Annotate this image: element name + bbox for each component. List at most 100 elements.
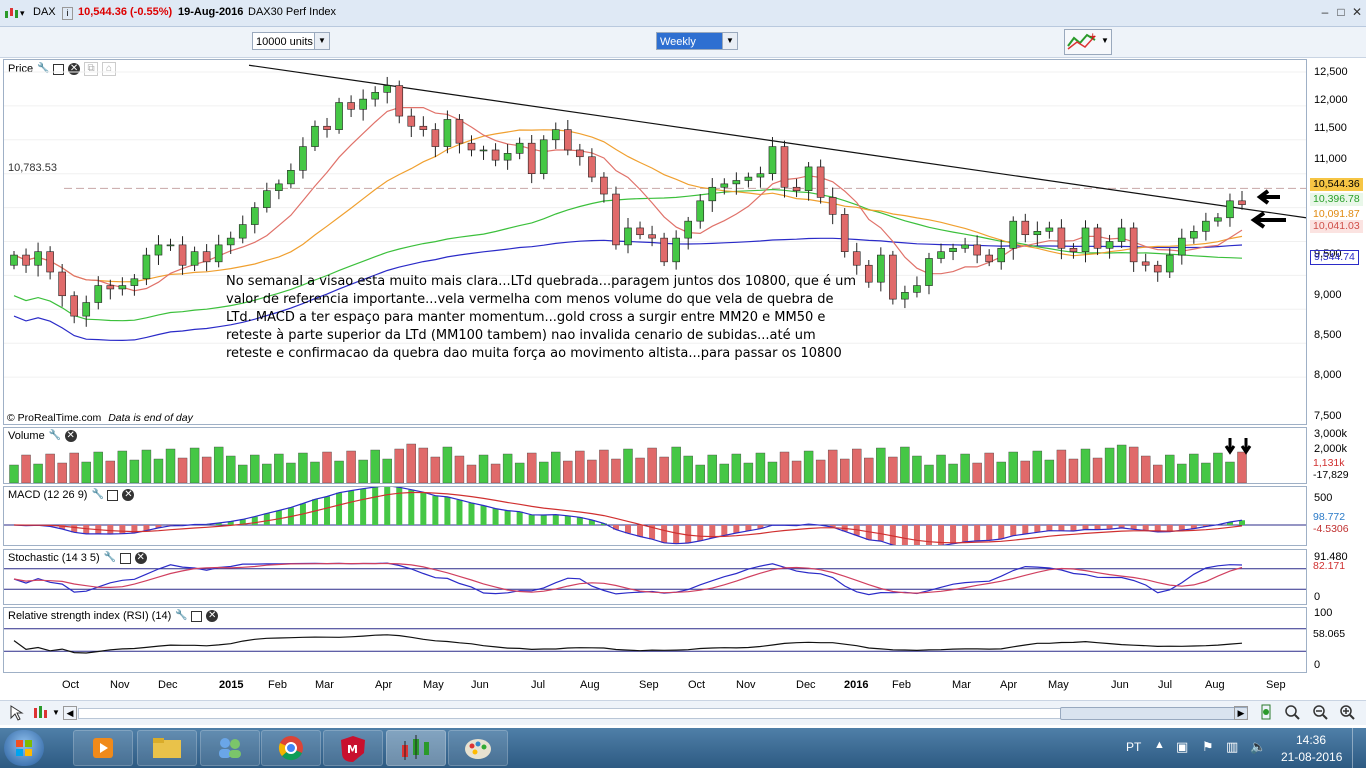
mcafee-taskbar-button[interactable]: M — [323, 730, 383, 766]
chevron-down-icon[interactable]: ▼ — [52, 708, 60, 717]
wrench-icon[interactable]: 🔧 — [49, 430, 61, 442]
candle-body — [167, 245, 174, 246]
volume-bar — [997, 462, 1006, 483]
clock-time[interactable]: 14:36 — [1296, 733, 1326, 747]
volume-bar — [455, 456, 464, 483]
candle-body — [95, 286, 102, 303]
macd-histogram-bar — [312, 499, 318, 525]
volume-bar — [142, 450, 151, 483]
candle-body — [709, 187, 716, 201]
network-icon[interactable]: ▥ — [1226, 739, 1238, 755]
volume-bar — [431, 457, 440, 483]
y-tick: 8,000 — [1314, 369, 1342, 381]
annotation-line: reteste à parte superior da LTd (MM100 t… — [226, 327, 886, 345]
prorealtime-taskbar-button[interactable] — [386, 730, 446, 766]
volume-bar — [359, 460, 368, 483]
volume-bar — [238, 465, 247, 483]
cursor-icon[interactable] — [8, 704, 26, 725]
x-tick-label: Feb — [268, 679, 287, 691]
candle-body — [299, 147, 306, 171]
candle-body — [155, 245, 162, 255]
candle-body — [1226, 201, 1233, 218]
clock-date[interactable]: 21-08-2016 — [1281, 750, 1342, 764]
zoom-area-icon[interactable] — [1283, 703, 1301, 724]
x-tick-label: 2015 — [219, 679, 243, 691]
macd-histogram-bar — [348, 491, 354, 525]
scroll-right-button[interactable]: ▶ — [1234, 706, 1248, 720]
stochastic-panel-header: Stochastic (14 3 5) 🔧 ✕ — [8, 552, 147, 564]
zoom-in-icon[interactable] — [1338, 703, 1356, 724]
flag-icon[interactable]: ⚑ — [1202, 739, 1214, 755]
close-icon[interactable]: ✕ — [206, 610, 218, 622]
close-icon[interactable]: ✕ — [122, 489, 134, 501]
candle-body — [1070, 248, 1077, 251]
zoom-all-icon[interactable] — [1257, 703, 1275, 724]
scroll-track[interactable] — [78, 708, 1232, 719]
units-select[interactable]: 10000 units ▼ — [252, 32, 330, 50]
candle-body — [913, 286, 920, 293]
minimize-button[interactable]: – — [1318, 5, 1332, 19]
volume-icon[interactable]: 🔈 — [1250, 739, 1266, 755]
candle-body — [781, 147, 788, 188]
window-icon[interactable] — [107, 490, 118, 501]
scroll-thumb[interactable] — [1060, 707, 1248, 720]
macd-histogram-bar — [1046, 525, 1052, 531]
zoom-out-icon[interactable] — [1311, 703, 1329, 724]
contacts-taskbar-button[interactable] — [200, 730, 260, 766]
indicators-icon: + — [1065, 30, 1099, 52]
candle-body — [998, 248, 1005, 262]
macd-histogram-bar — [950, 525, 956, 544]
candle-body — [673, 238, 680, 262]
x-tick-label: May — [1048, 679, 1069, 691]
volume-bar — [250, 455, 259, 483]
wrench-icon[interactable]: 🔧 — [175, 610, 187, 622]
close-button[interactable]: ✕ — [1350, 5, 1364, 19]
indicators-button[interactable]: + ▼ — [1064, 29, 1112, 55]
start-button[interactable] — [4, 730, 44, 766]
window-icon[interactable] — [191, 611, 202, 622]
chart-toolbar: 10000 units ▼ Weekly ▼ + ▼ — [0, 27, 1366, 58]
draw-tools-icon[interactable] — [32, 704, 50, 725]
wrench-icon[interactable]: 🔧 — [104, 552, 116, 564]
info-icon[interactable]: i — [62, 7, 73, 20]
show-desktop-button[interactable] — [1352, 728, 1366, 768]
candle-body — [215, 245, 222, 262]
volume-bar — [684, 456, 693, 483]
candle-body — [420, 126, 427, 129]
macd-histogram-bar — [324, 497, 330, 525]
macd-histogram-bar — [986, 525, 992, 540]
chrome-taskbar-button[interactable] — [261, 730, 321, 766]
media-player-taskbar-button[interactable] — [73, 730, 133, 766]
taskbar: M PT ▲ ▣ ⚑ ▥ 🔈 14:36 21-08-2016 — [0, 728, 1366, 768]
tray-app-icon[interactable]: ▣ — [1176, 739, 1188, 755]
period-select[interactable]: Weekly ▼ — [656, 32, 738, 50]
date: 19-Aug-2016 — [178, 6, 243, 18]
stochastic-panel-title: Stochastic (14 3 5) — [8, 552, 100, 564]
stochastic-tag: 82.171 — [1310, 560, 1348, 573]
close-icon[interactable]: ✕ — [135, 552, 147, 564]
candle-body — [324, 126, 331, 129]
scroll-left-button[interactable]: ◀ — [63, 706, 77, 720]
x-tick-label: Nov — [110, 679, 130, 691]
chevron-up-icon[interactable]: ▲ — [1154, 739, 1165, 751]
explorer-taskbar-button[interactable] — [137, 730, 197, 766]
x-tick-label: May — [423, 679, 444, 691]
volume-bar — [551, 452, 560, 483]
candle-body — [47, 252, 54, 272]
svg-text:+: + — [1089, 32, 1097, 42]
dropdown-icon[interactable]: ▾ — [20, 8, 25, 19]
volume-bar — [226, 456, 235, 483]
language-indicator[interactable]: PT — [1126, 740, 1141, 754]
volume-bar — [828, 450, 837, 483]
candle-body — [191, 252, 198, 266]
annotation-line: No semanal a visao esta muito mais clara… — [226, 273, 886, 291]
maximize-button[interactable]: □ — [1334, 5, 1348, 19]
paint-taskbar-button[interactable] — [448, 730, 508, 766]
wrench-icon[interactable]: 🔧 — [91, 489, 103, 501]
window-icon[interactable] — [120, 553, 131, 564]
volume-bar — [708, 455, 717, 483]
volume-bar — [1045, 460, 1054, 483]
candle-body — [311, 126, 318, 146]
close-icon[interactable]: ✕ — [65, 430, 77, 442]
candle-body — [71, 296, 78, 316]
